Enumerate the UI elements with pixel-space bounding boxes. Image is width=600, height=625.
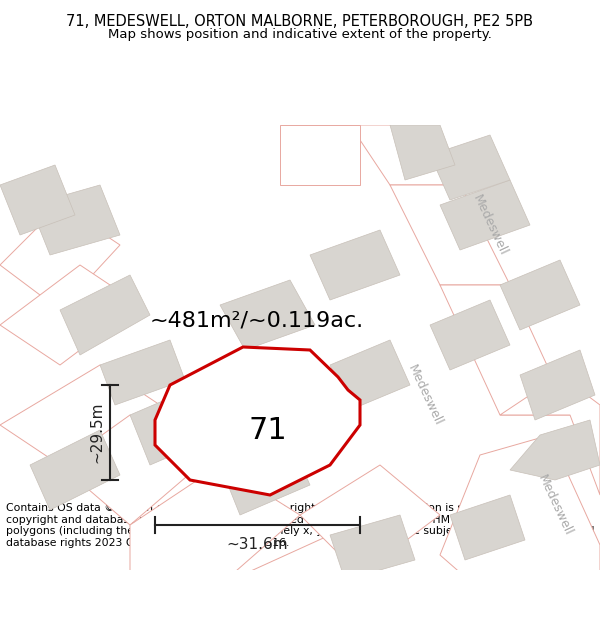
Polygon shape bbox=[390, 125, 455, 180]
Polygon shape bbox=[500, 260, 580, 330]
Polygon shape bbox=[200, 535, 400, 625]
Polygon shape bbox=[510, 420, 600, 480]
Polygon shape bbox=[520, 350, 595, 420]
Polygon shape bbox=[440, 435, 600, 625]
Text: Medeswell: Medeswell bbox=[535, 472, 575, 538]
Polygon shape bbox=[100, 340, 185, 405]
Polygon shape bbox=[430, 300, 510, 370]
Text: Medeswell: Medeswell bbox=[405, 362, 445, 428]
Text: 71: 71 bbox=[248, 416, 287, 444]
Text: ~31.6m: ~31.6m bbox=[227, 537, 289, 552]
Polygon shape bbox=[60, 415, 200, 525]
Polygon shape bbox=[30, 185, 120, 255]
Polygon shape bbox=[155, 347, 360, 495]
Text: Map shows position and indicative extent of the property.: Map shows position and indicative extent… bbox=[108, 28, 492, 41]
Polygon shape bbox=[450, 495, 525, 560]
Polygon shape bbox=[440, 180, 530, 250]
Polygon shape bbox=[350, 125, 460, 185]
Polygon shape bbox=[0, 365, 160, 465]
Text: ~29.5m: ~29.5m bbox=[89, 402, 104, 463]
Text: 71, MEDESWELL, ORTON MALBORNE, PETERBOROUGH, PE2 5PB: 71, MEDESWELL, ORTON MALBORNE, PETERBORO… bbox=[67, 14, 533, 29]
Polygon shape bbox=[280, 125, 360, 185]
Polygon shape bbox=[390, 185, 510, 285]
Text: Contains OS data © Crown copyright and database right 2021. This information is : Contains OS data © Crown copyright and d… bbox=[6, 503, 595, 548]
Text: Medeswell: Medeswell bbox=[470, 192, 510, 258]
Polygon shape bbox=[60, 275, 150, 355]
Polygon shape bbox=[130, 465, 300, 585]
Polygon shape bbox=[430, 135, 510, 200]
Polygon shape bbox=[300, 465, 440, 575]
Polygon shape bbox=[500, 375, 600, 495]
Polygon shape bbox=[330, 340, 410, 410]
Polygon shape bbox=[310, 230, 400, 300]
Polygon shape bbox=[0, 265, 140, 365]
Polygon shape bbox=[0, 205, 120, 310]
Polygon shape bbox=[330, 515, 415, 580]
Polygon shape bbox=[220, 440, 310, 515]
Polygon shape bbox=[30, 430, 120, 510]
Polygon shape bbox=[440, 285, 570, 415]
Polygon shape bbox=[0, 165, 75, 235]
Polygon shape bbox=[130, 385, 220, 465]
Polygon shape bbox=[220, 280, 315, 350]
Text: ~481m²/~0.119ac.: ~481m²/~0.119ac. bbox=[150, 310, 364, 330]
